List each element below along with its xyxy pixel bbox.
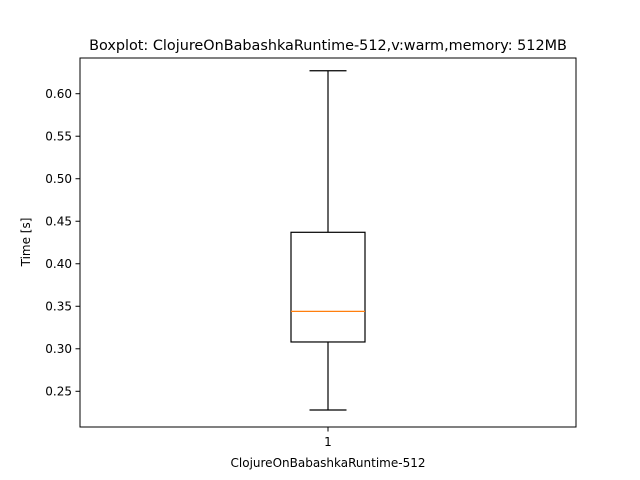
y-tick-label: 0.25 [45, 385, 72, 399]
y-tick-label: 0.40 [45, 257, 72, 271]
x-axis: 1 [324, 427, 332, 449]
y-tick-label: 0.55 [45, 130, 72, 144]
y-tick-label: 0.30 [45, 342, 72, 356]
y-axis-label: Time [s] [19, 218, 33, 268]
plot-area [79, 57, 577, 428]
x-tick-label: 1 [324, 435, 332, 449]
y-tick-label: 0.45 [45, 215, 72, 229]
box-iqr [290, 231, 366, 343]
x-axis-label: ClojureOnBabashkaRuntime-512 [231, 456, 426, 470]
y-tick-label: 0.50 [45, 172, 72, 186]
y-tick-label: 0.35 [45, 300, 72, 314]
chart-title: Boxplot: ClojureOnBabashkaRuntime-512,v:… [89, 38, 567, 54]
y-axis: 0.25 0.30 0.35 0.40 0.45 0.50 0.55 0.60 [45, 87, 80, 399]
y-tick-label: 0.60 [45, 87, 72, 101]
